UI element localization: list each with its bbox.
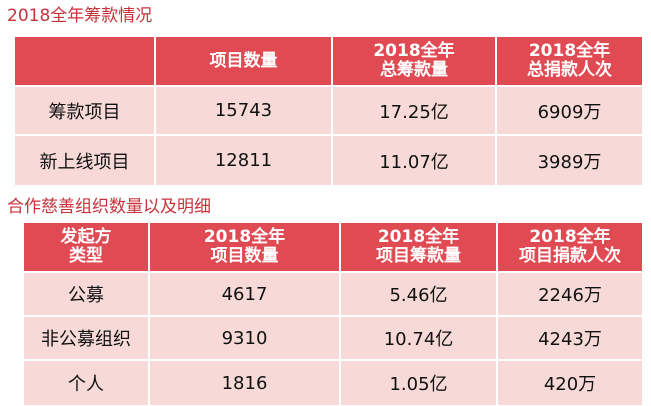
row-label: 非公募组织: [24, 317, 148, 361]
table-cell: 420万: [496, 361, 642, 405]
table-row: 筹款项目 15743 17.25亿 6909万: [15, 87, 642, 136]
table-cell: 17.25亿: [331, 87, 495, 136]
table-cell: 1.05亿: [339, 361, 496, 405]
header-cell: 项目数量: [154, 37, 331, 87]
table-header-row: 项目数量 2018全年 总筹款量 2018全年 总捐款人次: [15, 37, 642, 87]
header-cell: 2018全年 总捐款人次: [495, 37, 642, 87]
fundraising-table: 项目数量 2018全年 总筹款量 2018全年 总捐款人次 筹款项目 15743 1…: [15, 37, 642, 185]
header-cell: 2018全年 项目数量: [148, 223, 339, 273]
row-label: 筹款项目: [15, 87, 154, 136]
row-label: 新上线项目: [15, 136, 154, 185]
section-title-partner-orgs: 合作慈善组织数量以及明细: [7, 197, 211, 217]
table-row: 个人 1816 1.05亿 420万: [24, 361, 642, 405]
table-row: 公募 4617 5.46亿 2246万: [24, 273, 642, 317]
table-cell: 3989万: [495, 136, 642, 185]
table-cell: 15743: [154, 87, 331, 136]
table-cell: 9310: [148, 317, 339, 361]
table-cell: 10.74亿: [339, 317, 496, 361]
section-title-fundraising: 2018全年筹款情况: [7, 6, 153, 26]
row-label: 公募: [24, 273, 148, 317]
table-cell: 4243万: [496, 317, 642, 361]
header-cell: 2018全年 总筹款量: [331, 37, 495, 87]
table-cell: 12811: [154, 136, 331, 185]
table-row: 新上线项目 12811 11.07亿 3989万: [15, 136, 642, 185]
header-cell: 2018全年 项目筹款量: [339, 223, 496, 273]
table-cell: 4617: [148, 273, 339, 317]
table-cell: 6909万: [495, 87, 642, 136]
table-header-row: 发起方 类型 2018全年 项目数量 2018全年 项目筹款量 2018全年 项目捐款人…: [24, 223, 642, 273]
table-row: 非公募组织 9310 10.74亿 4243万: [24, 317, 642, 361]
partner-orgs-table: 发起方 类型 2018全年 项目数量 2018全年 项目筹款量 2018全年 项目捐款人…: [24, 223, 642, 405]
header-cell: 发起方 类型: [24, 223, 148, 273]
table-cell: 2246万: [496, 273, 642, 317]
row-label: 个人: [24, 361, 148, 405]
header-cell: 2018全年 项目捐款人次: [496, 223, 642, 273]
table-cell: 1816: [148, 361, 339, 405]
header-cell: [15, 37, 154, 87]
table-cell: 5.46亿: [339, 273, 496, 317]
table-cell: 11.07亿: [331, 136, 495, 185]
